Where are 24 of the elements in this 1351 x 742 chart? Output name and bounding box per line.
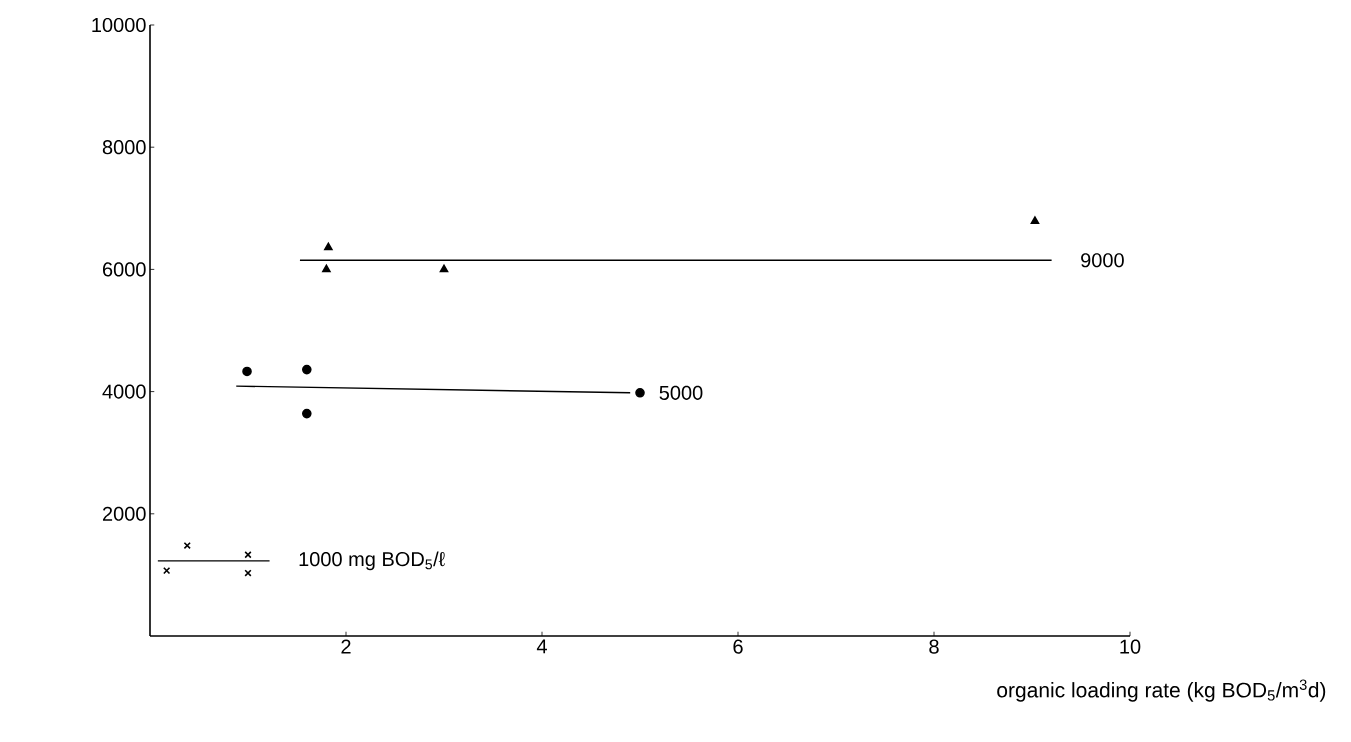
y-tick-label: 8000 — [102, 140, 146, 155]
x-axis-title: organic loading rate (kg BOD$_{5}$/m$^{3}$d) — [997, 679, 1326, 702]
point — [324, 242, 333, 251]
annotation: 9000 — [1081, 253, 1124, 268]
y-tick-label: 10000 — [92, 17, 146, 33]
annotation: 5000 — [659, 385, 703, 400]
x-tick-label: 6 — [733, 639, 743, 654]
point — [635, 388, 645, 398]
annotation: 1000 mg BOD$_{5}$/ℓ — [299, 551, 445, 571]
y-tick-label: 2000 — [102, 506, 146, 521]
y-tick-label: 6000 — [103, 262, 146, 277]
point — [302, 364, 312, 375]
point — [1030, 216, 1040, 224]
point — [302, 408, 312, 419]
point — [439, 264, 449, 273]
point — [242, 366, 252, 377]
x-tick-label: 4 — [536, 639, 547, 654]
point — [322, 264, 331, 273]
x-tick-label: 8 — [929, 639, 939, 654]
point — [163, 567, 171, 575]
x-tick-label: 10 — [1120, 639, 1141, 654]
point — [244, 569, 252, 577]
y-tick-label: 4000 — [102, 384, 146, 399]
x-tick-label: 2 — [341, 639, 351, 654]
